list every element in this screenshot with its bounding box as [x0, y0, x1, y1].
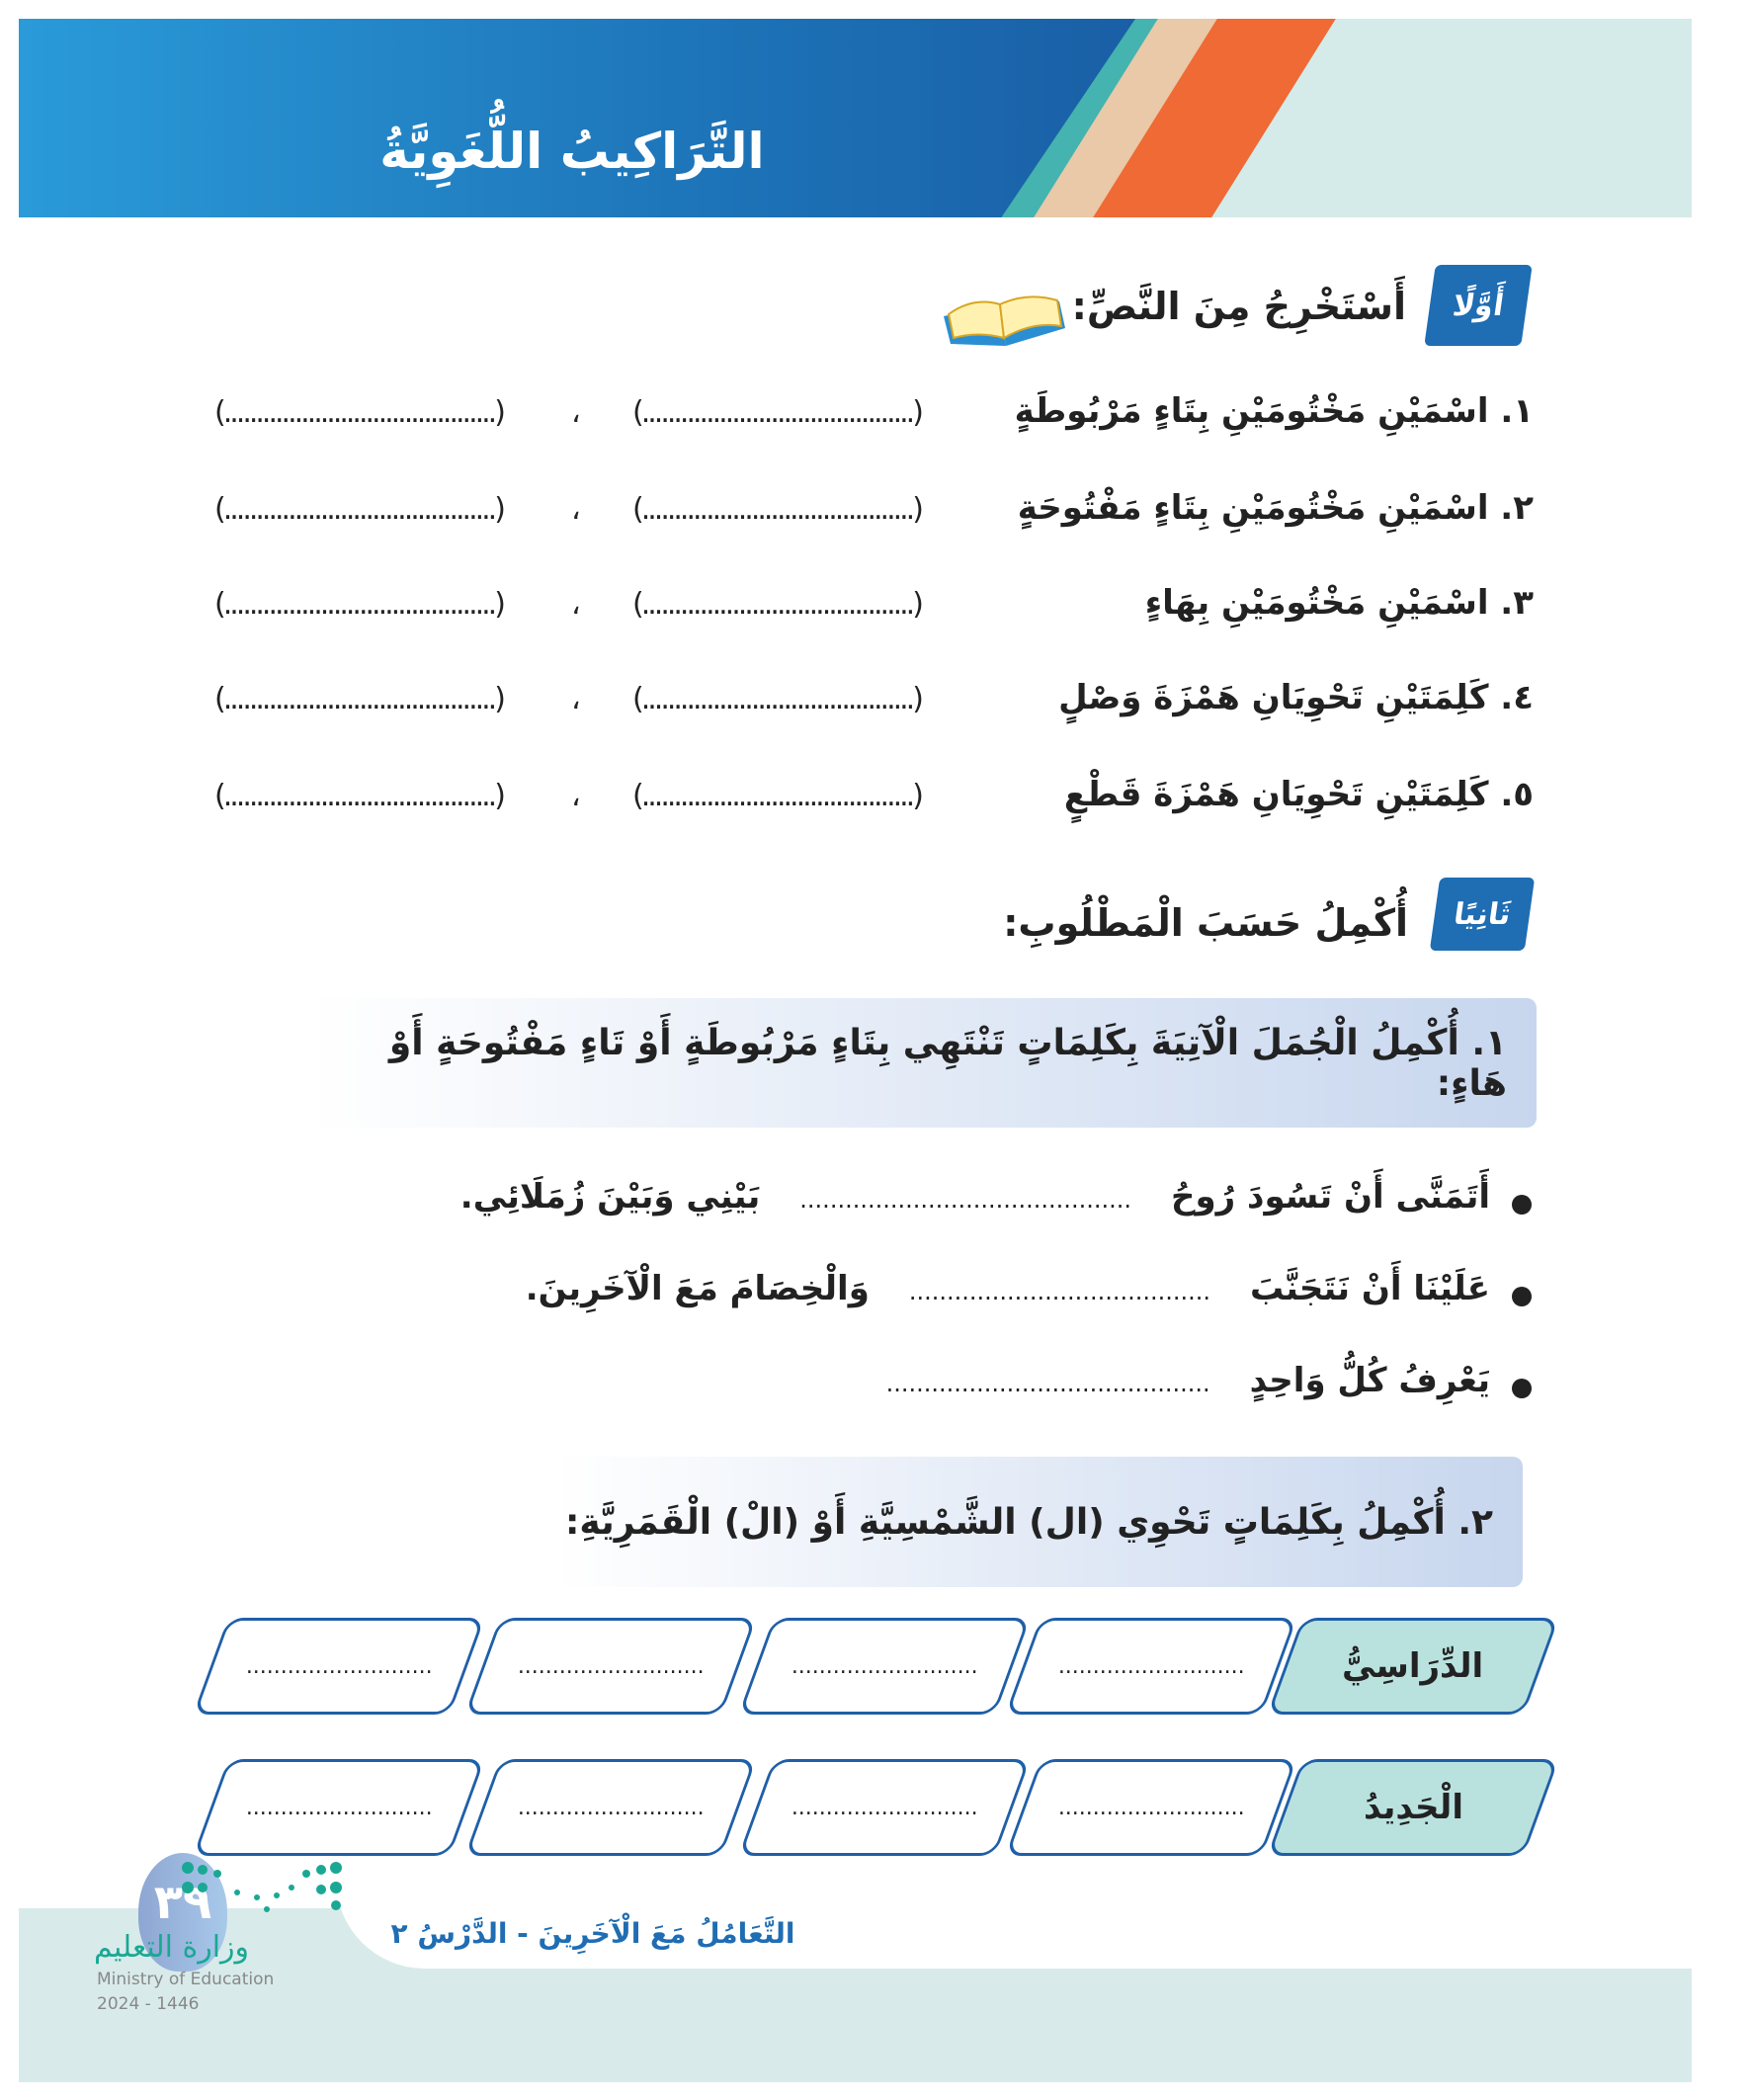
- extract-item-label: ١. اسْمَيْنِ مَخْتُومَيْنِ بِتَاءٍ مَرْب…: [1014, 391, 1534, 431]
- answer-cell[interactable]: ...........................: [193, 1759, 485, 1856]
- extract-item-label: ٤. كَلِمَتَيْنِ تَحْوِيَانِ هَمْزَةَ وَص…: [1058, 678, 1534, 717]
- header-blue-panel: [19, 19, 1135, 217]
- header-banner: التَّرَاكِيبُ اللُّغَوِيَّةُ: [19, 19, 1692, 217]
- task2-title: ٢. أُكْمِلُ بِكَلِمَاتٍ تَحْوِي (ال) الش…: [565, 1501, 1493, 1543]
- answer-cell-blank: ...........................: [1057, 1653, 1245, 1679]
- separator-comma: ،: [571, 587, 581, 622]
- page-title: التَّرَاكِيبُ اللُّغَوِيَّةُ: [379, 123, 765, 180]
- task1-title: ١. أُكْمِلُ الْجُمَلَ الْآتِيَةَ بِكَلِم…: [388, 1022, 1507, 1104]
- answer-cell-blank: ...........................: [791, 1795, 978, 1820]
- answer-cell-blank: ...........................: [517, 1653, 705, 1679]
- sentence-start: يَعْرِفُ كُلُّ وَاحِدٍ: [1249, 1361, 1490, 1400]
- answer-cell-blank: ...........................: [791, 1653, 978, 1679]
- edition-year: 2024 - 1446: [97, 1994, 200, 2014]
- word-label-cell: الدِّرَاسِيُّ: [1267, 1618, 1559, 1715]
- sentence-blank[interactable]: ........................................…: [885, 1370, 1210, 1397]
- footer-curve: [336, 1878, 1692, 1969]
- bullet-icon: [1512, 1195, 1532, 1215]
- answer-cell[interactable]: ...........................: [193, 1618, 485, 1715]
- answer-blank-1[interactable]: (.......................................…: [632, 779, 924, 813]
- answer-cell-blank: ...........................: [245, 1653, 433, 1679]
- extract-item-label: ٣. اسْمَيْنِ مَخْتُومَيْنِ بِهَاءٍ: [1144, 583, 1534, 623]
- answer-blank-2[interactable]: (.......................................…: [214, 492, 506, 527]
- answer-blank-2[interactable]: (.......................................…: [214, 587, 506, 622]
- sentence-blank[interactable]: ........................................…: [799, 1186, 1131, 1214]
- sentence-start: عَلَيْنَا أَنْ نَتَجَنَّبَ: [1250, 1269, 1490, 1308]
- answer-cell[interactable]: ...........................: [1005, 1759, 1297, 1856]
- open-book-icon: [944, 295, 1065, 346]
- sentence-start: أَتَمَنَّى أَنْ تَسُودَ رُوحُ: [1170, 1177, 1490, 1217]
- sentence-end: وَالْخِصَامَ مَعَ الْآخَرِينَ.: [525, 1269, 870, 1308]
- bullet-icon: [1512, 1287, 1532, 1306]
- answer-blank-2[interactable]: (.......................................…: [214, 682, 506, 716]
- answer-cell-blank: ...........................: [517, 1795, 705, 1820]
- extract-item-label: ٥. كَلِمَتَيْنِ تَحْوِيَانِ هَمْزَةَ قَط…: [1063, 775, 1534, 814]
- answer-cell[interactable]: ...........................: [464, 1618, 757, 1715]
- section-title-complete: أُكْمِلُ حَسَبَ الْمَطْلُوبِ:: [1003, 901, 1408, 945]
- separator-comma: ،: [571, 682, 581, 716]
- answer-cell[interactable]: ...........................: [464, 1759, 757, 1856]
- sentence-end: بَيْنِي وَبَيْنَ زُمَلَائِي.: [459, 1177, 761, 1217]
- answer-cell[interactable]: ...........................: [1005, 1618, 1297, 1715]
- ministry-logo-dots: [182, 1862, 342, 1912]
- ministry-name-en: Ministry of Education: [97, 1970, 275, 1989]
- extract-item-label: ٢. اسْمَيْنِ مَخْتُومَيْنِ بِتَاءٍ مَفْت…: [1017, 488, 1534, 528]
- section-badge-second: ثَانِيًا: [1429, 878, 1536, 951]
- sentence-line: عَلَيْنَا أَنْ نَتَجَنَّبَ .............…: [526, 1269, 1490, 1308]
- sentence-line: يَعْرِفُ كُلُّ وَاحِدٍ .................…: [847, 1361, 1490, 1400]
- word-label: الْجَدِيدُ: [1363, 1788, 1463, 1827]
- page-number: ٣٩: [138, 1853, 227, 1972]
- section-title-extract: أَسْتَخْرِجُ مِنَ النَّصِّ:: [1071, 285, 1406, 328]
- word-label-cell: الْجَدِيدُ: [1267, 1759, 1559, 1856]
- bullet-icon: [1512, 1379, 1532, 1398]
- answer-blank-1[interactable]: (.......................................…: [632, 492, 924, 527]
- ministry-name-ar: وزارة التعليم: [94, 1930, 250, 1965]
- separator-comma: ،: [571, 395, 581, 430]
- answer-blank-2[interactable]: (.......................................…: [214, 395, 506, 430]
- footer-lesson: التَّعَامُلُ مَعَ الْآخَرِينَ - الدَّرْس…: [390, 1917, 795, 1950]
- answer-blank-2[interactable]: (.......................................…: [214, 779, 506, 813]
- separator-comma: ،: [571, 779, 581, 813]
- sentence-blank[interactable]: ........................................: [908, 1278, 1210, 1305]
- answer-cell[interactable]: ...........................: [738, 1759, 1031, 1856]
- answer-cell-blank: ...........................: [245, 1795, 433, 1820]
- sentence-line: أَتَمَنَّى أَنْ تَسُودَ رُوحُ ..........…: [460, 1177, 1490, 1217]
- section-badge-first: أَوَّلًا: [1424, 265, 1533, 346]
- task2-instruction: ٢. أُكْمِلُ بِكَلِمَاتٍ تَحْوِي (ال) الش…: [555, 1457, 1523, 1587]
- answer-cell[interactable]: ...........................: [738, 1618, 1031, 1715]
- answer-blank-1[interactable]: (.......................................…: [632, 395, 924, 430]
- separator-comma: ،: [571, 492, 581, 527]
- answer-cell-blank: ...........................: [1057, 1795, 1245, 1820]
- word-label: الدِّرَاسِيُّ: [1342, 1646, 1484, 1686]
- task1-instruction: ١. أُكْمِلُ الْجُمَلَ الْآتِيَةَ بِكَلِم…: [308, 998, 1537, 1128]
- answer-blank-1[interactable]: (.......................................…: [632, 587, 924, 622]
- answer-blank-1[interactable]: (.......................................…: [632, 682, 924, 716]
